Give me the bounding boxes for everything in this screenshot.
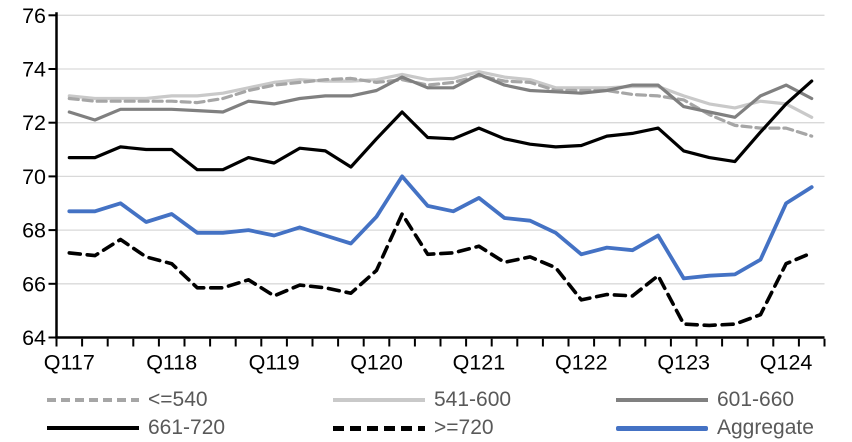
y-axis-tick-label: 74 bbox=[22, 58, 46, 82]
legend-swatch-ge720-dashed-line bbox=[333, 425, 425, 431]
y-axis-tick-label: 72 bbox=[22, 111, 46, 135]
series-line-601-660 bbox=[67, 72, 814, 122]
x-axis-tick-label: Q118 bbox=[146, 351, 197, 375]
legend-item-601-660: 601-660 bbox=[616, 388, 794, 412]
legend-swatch-le540-dashed-line bbox=[47, 398, 139, 402]
legend-item-541-600: 541-600 bbox=[333, 388, 511, 412]
legend-label: 541-600 bbox=[434, 388, 512, 411]
legend-swatch-541-600-line bbox=[333, 398, 425, 402]
y-axis-tick-label: 66 bbox=[22, 272, 46, 296]
series-line-aggregate bbox=[67, 174, 814, 281]
legend-swatch-aggregate-line bbox=[616, 425, 708, 431]
legend-label: 601-660 bbox=[717, 388, 795, 411]
legend-item-le540: <=540 bbox=[47, 388, 208, 412]
legend-label: Aggregate bbox=[717, 416, 814, 439]
series-line-661-720 bbox=[67, 79, 814, 172]
x-axis-tick-label: Q124 bbox=[760, 351, 813, 375]
x-axis-tick-label: Q119 bbox=[249, 351, 300, 375]
legend-label: <=540 bbox=[148, 388, 208, 411]
x-axis-tick-label: Q120 bbox=[350, 351, 403, 375]
series-line-541-600 bbox=[67, 70, 814, 119]
series-line-540 bbox=[67, 74, 814, 138]
series-line-720 bbox=[67, 212, 814, 328]
x-axis-tick-label: Q123 bbox=[657, 351, 710, 375]
x-axis-tick-label: Q121 bbox=[453, 351, 506, 375]
legend-swatch-601-660-line bbox=[616, 398, 708, 402]
y-axis-tick-label: 70 bbox=[22, 165, 46, 189]
y-axis-tick-label: 64 bbox=[22, 326, 46, 350]
legend-label: 661-720 bbox=[148, 416, 226, 439]
legend-item-ge720: >=720 bbox=[333, 416, 494, 440]
y-axis-tick-label: 68 bbox=[22, 219, 46, 243]
legend-label: >=720 bbox=[434, 416, 494, 439]
x-axis-tick-label: Q122 bbox=[555, 351, 608, 375]
x-axis-tick-label: Q117 bbox=[44, 351, 95, 375]
legend-item-661-720: 661-720 bbox=[47, 416, 225, 440]
legend-swatch-661-720-line bbox=[47, 426, 139, 430]
legend-item-aggregate: Aggregate bbox=[616, 416, 814, 440]
y-axis-tick-label: 76 bbox=[22, 4, 46, 28]
